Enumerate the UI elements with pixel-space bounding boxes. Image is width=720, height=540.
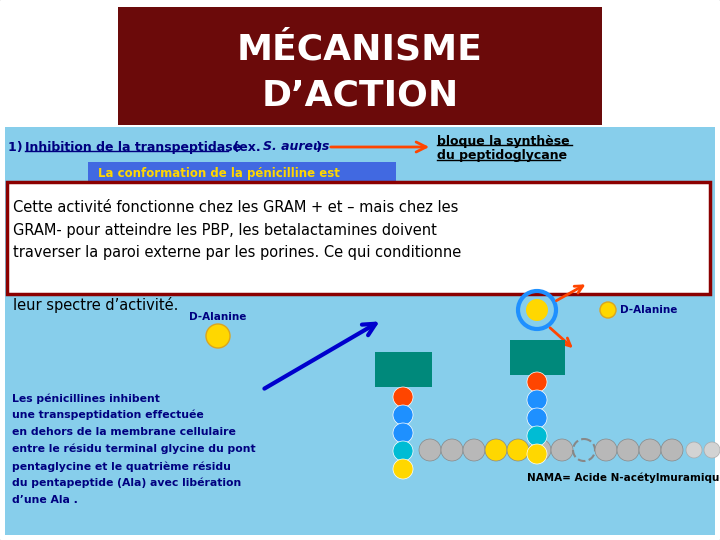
Text: une transpeptidation effectuée: une transpeptidation effectuée (12, 410, 204, 421)
Circle shape (686, 442, 702, 458)
Text: bloque la synthèse: bloque la synthèse (437, 134, 570, 147)
Circle shape (507, 439, 529, 461)
Circle shape (463, 439, 485, 461)
Text: D-Alanine: D-Alanine (620, 305, 678, 315)
Circle shape (206, 324, 230, 348)
Circle shape (704, 442, 720, 458)
Circle shape (393, 405, 413, 425)
Text: ): ) (316, 140, 322, 153)
Circle shape (393, 387, 413, 407)
Circle shape (639, 439, 661, 461)
Text: du pentapeptide (Ala) avec libération: du pentapeptide (Ala) avec libération (12, 478, 241, 489)
Circle shape (441, 439, 463, 461)
Bar (375, 352, 432, 387)
Text: (ex.: (ex. (229, 140, 265, 153)
Circle shape (485, 439, 507, 461)
Text: NAMA= Acide N-acétylmuramique: NAMA= Acide N-acétylmuramique (527, 472, 720, 483)
Circle shape (393, 441, 413, 461)
Text: La conformation de la pénicilline est: La conformation de la pénicilline est (98, 166, 340, 179)
Circle shape (529, 439, 551, 461)
FancyArrowPatch shape (330, 142, 426, 152)
Text: MÉCANISME: MÉCANISME (237, 33, 483, 67)
Text: S. aureus: S. aureus (263, 140, 329, 153)
Circle shape (526, 299, 548, 321)
Circle shape (600, 302, 616, 318)
FancyArrowPatch shape (557, 286, 583, 301)
Text: leur spectre d’activité.: leur spectre d’activité. (13, 297, 179, 313)
FancyBboxPatch shape (7, 182, 710, 294)
Text: en dehors de la membrane cellulaire: en dehors de la membrane cellulaire (12, 427, 236, 437)
Circle shape (393, 423, 413, 443)
Circle shape (419, 439, 441, 461)
Text: Cette activité fonctionne chez les GRAM + et – mais chez les: Cette activité fonctionne chez les GRAM … (13, 199, 459, 214)
Bar (88, 162, 396, 184)
Text: D-Alanine: D-Alanine (189, 312, 247, 322)
Bar (118, 7, 602, 125)
Circle shape (595, 439, 617, 461)
Circle shape (617, 439, 639, 461)
Bar (5, 127, 715, 535)
Text: D’ACTION: D’ACTION (261, 79, 459, 113)
Text: entre le résidu terminal glycine du pont: entre le résidu terminal glycine du pont (12, 444, 256, 455)
FancyArrowPatch shape (264, 324, 376, 389)
FancyArrowPatch shape (550, 328, 571, 346)
Text: pentaglycine et le quatrième résidu: pentaglycine et le quatrième résidu (12, 461, 231, 471)
Circle shape (527, 372, 547, 392)
Circle shape (527, 444, 547, 464)
Bar (510, 340, 565, 375)
Circle shape (393, 459, 413, 479)
Circle shape (551, 439, 573, 461)
Circle shape (527, 390, 547, 410)
Circle shape (661, 439, 683, 461)
Text: d’une Ala .: d’une Ala . (12, 495, 78, 505)
Text: Inhibition de la transpeptidase: Inhibition de la transpeptidase (25, 140, 241, 153)
Text: du peptidoglycane: du peptidoglycane (437, 150, 567, 163)
Circle shape (527, 426, 547, 446)
Text: 1): 1) (8, 140, 27, 153)
Circle shape (527, 408, 547, 428)
Text: GRAM- pour atteindre les PBP, les betalactamines doivent: GRAM- pour atteindre les PBP, les betala… (13, 222, 437, 238)
Text: traverser la paroi externe par les porines. Ce qui conditionne: traverser la paroi externe par les porin… (13, 246, 462, 260)
Text: Les pénicillines inhibent: Les pénicillines inhibent (12, 393, 160, 403)
